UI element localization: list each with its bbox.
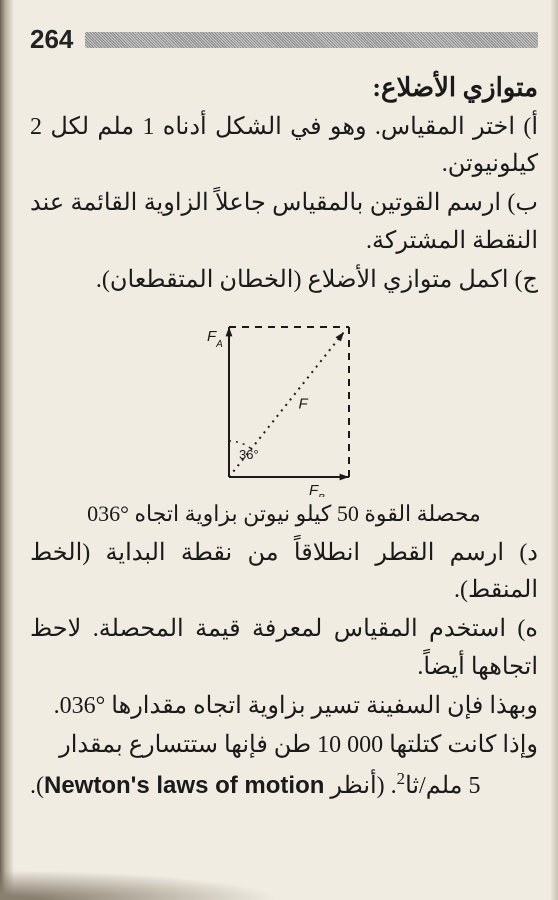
item-c: ج) اكمل متوازي الأضلاع (الخطان المتقطعان… xyxy=(30,262,538,299)
tail2-pre: وإذا كانت كتلتها xyxy=(383,732,538,758)
tail-line-2: وإذا كانت كتلتها 10 000 طن فإنها ستتسارع… xyxy=(30,727,538,764)
tail-line-1: وبهذا فإن السفينة تسير بزاوية اتجاه مقدا… xyxy=(30,688,538,725)
tail3-post: ). xyxy=(30,773,44,799)
diagram-caption: محصلة القوة 50 كيلو نيوتن بزاوية اتجاه 0… xyxy=(30,501,538,527)
page-content: 264 متوازي الأضلاع: أ) اختر المقياس. وهو… xyxy=(30,24,538,890)
caption-mid: كيلو نيوتن بزاوية اتجاه xyxy=(129,501,337,526)
tail3-latin: Newton's laws of motion xyxy=(44,772,324,799)
section-heading: متوازي الأضلاع: xyxy=(30,73,538,103)
caption-angle: 036° xyxy=(87,501,129,526)
tail2-mass: 10 000 xyxy=(317,732,383,758)
caption-pre: محصلة القوة xyxy=(359,501,481,526)
tail2-mid: طن فإنها ستتسارع بمقدار xyxy=(59,732,317,758)
svg-text:FA: FA xyxy=(207,328,223,350)
tail3-val: 5 xyxy=(469,773,481,799)
page-header: 264 xyxy=(30,24,538,55)
caption-value: 50 xyxy=(337,501,359,526)
force-diagram-svg: FA FB F 36° xyxy=(199,307,369,497)
item-e: ه) استخدم المقياس لمعرفة قيمة المحصلة. ل… xyxy=(30,611,538,685)
tail1-pre: وبهذا فإن السفينة تسير بزاوية اتجاه مقدا… xyxy=(105,693,538,719)
tail3-unit-pre: ملم/ثا xyxy=(405,773,468,799)
parallelogram-diagram: FA FB F 36° xyxy=(30,307,538,497)
tail-line-3: 5 ملم/ثا2. (أنظر Newton's laws of motion… xyxy=(30,766,538,805)
svg-text:FB: FB xyxy=(309,482,325,497)
header-rule xyxy=(85,32,538,48)
svg-text:F: F xyxy=(299,395,309,412)
svg-text:36°: 36° xyxy=(239,447,259,462)
item-a: أ) اختر المقياس. وهو في الشكل أدناه 1 مل… xyxy=(30,109,538,183)
item-d: د) ارسم القطر انطلاقاً من نقطة البداية (… xyxy=(30,535,538,609)
tail1-angle: 036° xyxy=(60,693,106,719)
page-edge-right xyxy=(550,0,558,900)
page-number: 264 xyxy=(30,24,73,55)
item-b: ب) ارسم القوتين بالمقياس جاعلاً الزاوية … xyxy=(30,185,538,259)
page-binding-shadow xyxy=(0,0,14,900)
tail3-mid: . (أنظر xyxy=(324,773,396,799)
tail3-sup: 2 xyxy=(397,769,405,788)
